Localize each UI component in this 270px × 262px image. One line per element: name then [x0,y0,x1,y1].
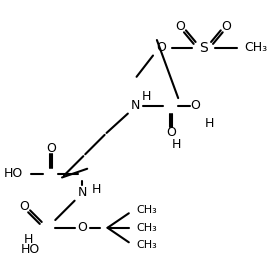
Text: S: S [199,41,208,55]
Text: CH₃: CH₃ [137,240,157,250]
Text: O: O [46,142,56,155]
Text: CH₃: CH₃ [137,205,157,215]
Text: H: H [204,117,214,130]
Text: N: N [78,187,87,199]
Text: O: O [167,127,176,139]
Text: H: H [92,183,102,195]
Text: HO: HO [21,243,40,255]
Text: O: O [175,20,185,33]
Text: CH₃: CH₃ [244,41,267,54]
Text: O: O [191,99,201,112]
Text: H: H [141,90,151,103]
Text: H: H [171,138,181,151]
Text: O: O [156,41,166,54]
Text: CH₃: CH₃ [137,223,157,233]
Text: H: H [23,233,33,246]
Text: N: N [131,99,140,112]
Text: O: O [222,20,231,33]
Text: HO: HO [4,167,23,180]
Text: O: O [77,221,87,234]
Text: O: O [19,200,29,213]
